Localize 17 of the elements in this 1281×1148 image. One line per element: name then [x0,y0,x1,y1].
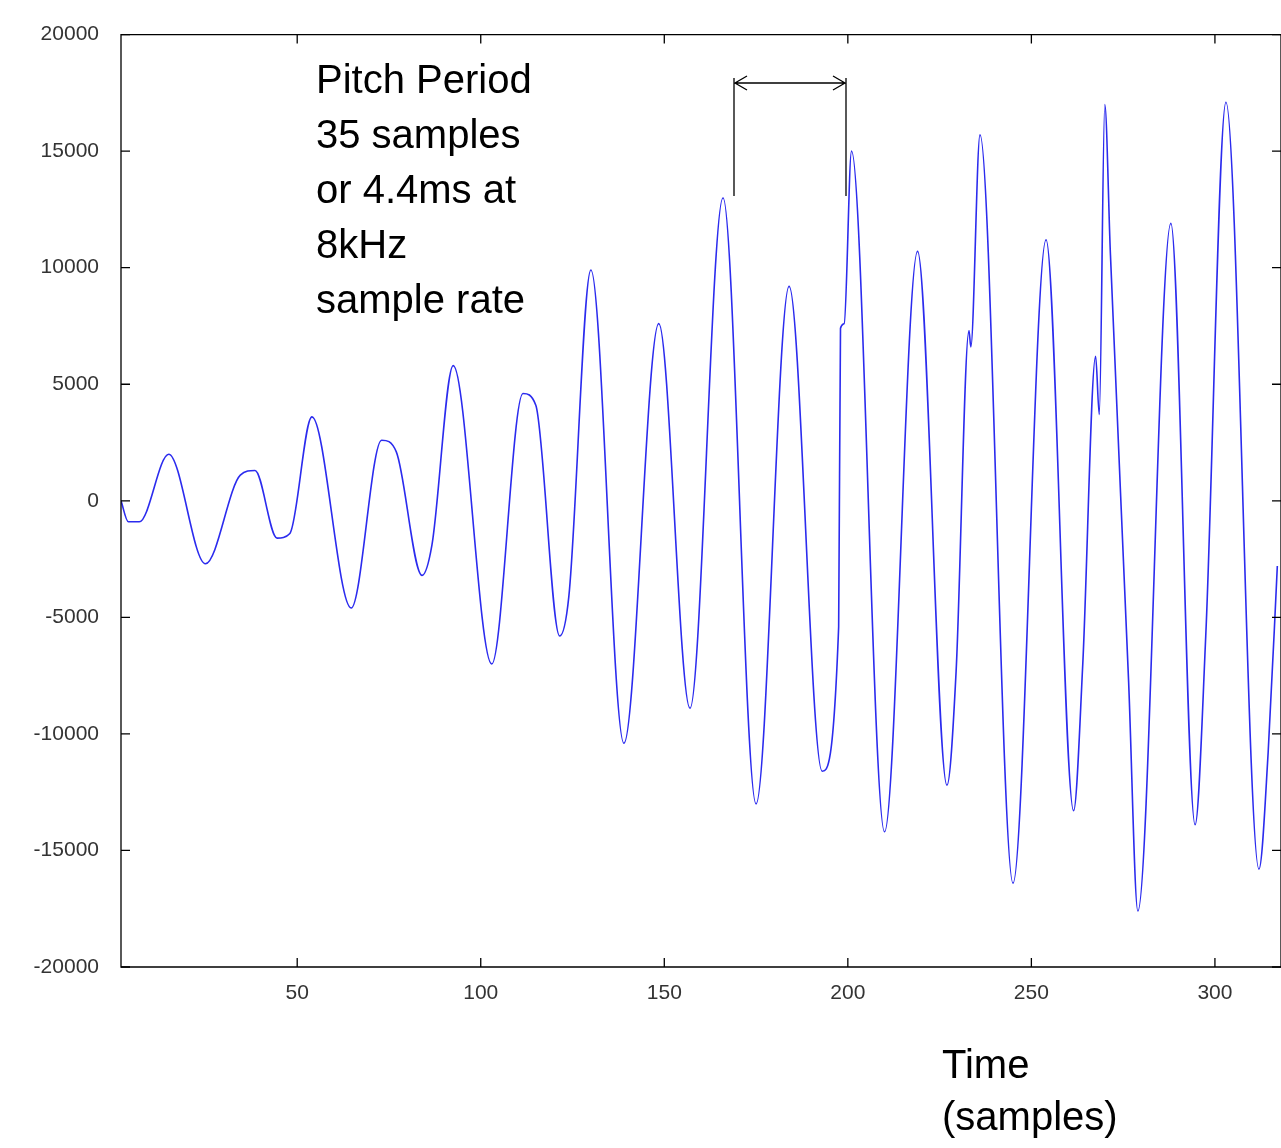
y-tick-label: 20000 [40,21,99,45]
x-axis-title: Time (samples) [942,1042,1118,1139]
x-tick-label: 250 [1013,980,1049,1004]
y-tick-label: 10000 [40,254,99,278]
y-tick-label: -10000 [33,720,99,744]
y-tick-label: 15000 [40,137,99,161]
y-tick-label: -20000 [33,953,99,977]
x-tick-label: 100 [463,980,499,1004]
x-tick-label: 150 [646,980,682,1004]
annotation: Pitch Period 35 samples or 4.4ms at 8kHz sample rate [316,57,532,322]
y-tick-label: -5000 [45,604,99,628]
y-tick-label: 0 [87,487,99,511]
y-tick-label: -15000 [33,837,99,861]
x-tick-label: 300 [1197,980,1233,1004]
y-tick-label: 5000 [52,371,99,395]
x-tick-label: 200 [830,980,866,1004]
x-tick-label: 50 [285,980,309,1004]
